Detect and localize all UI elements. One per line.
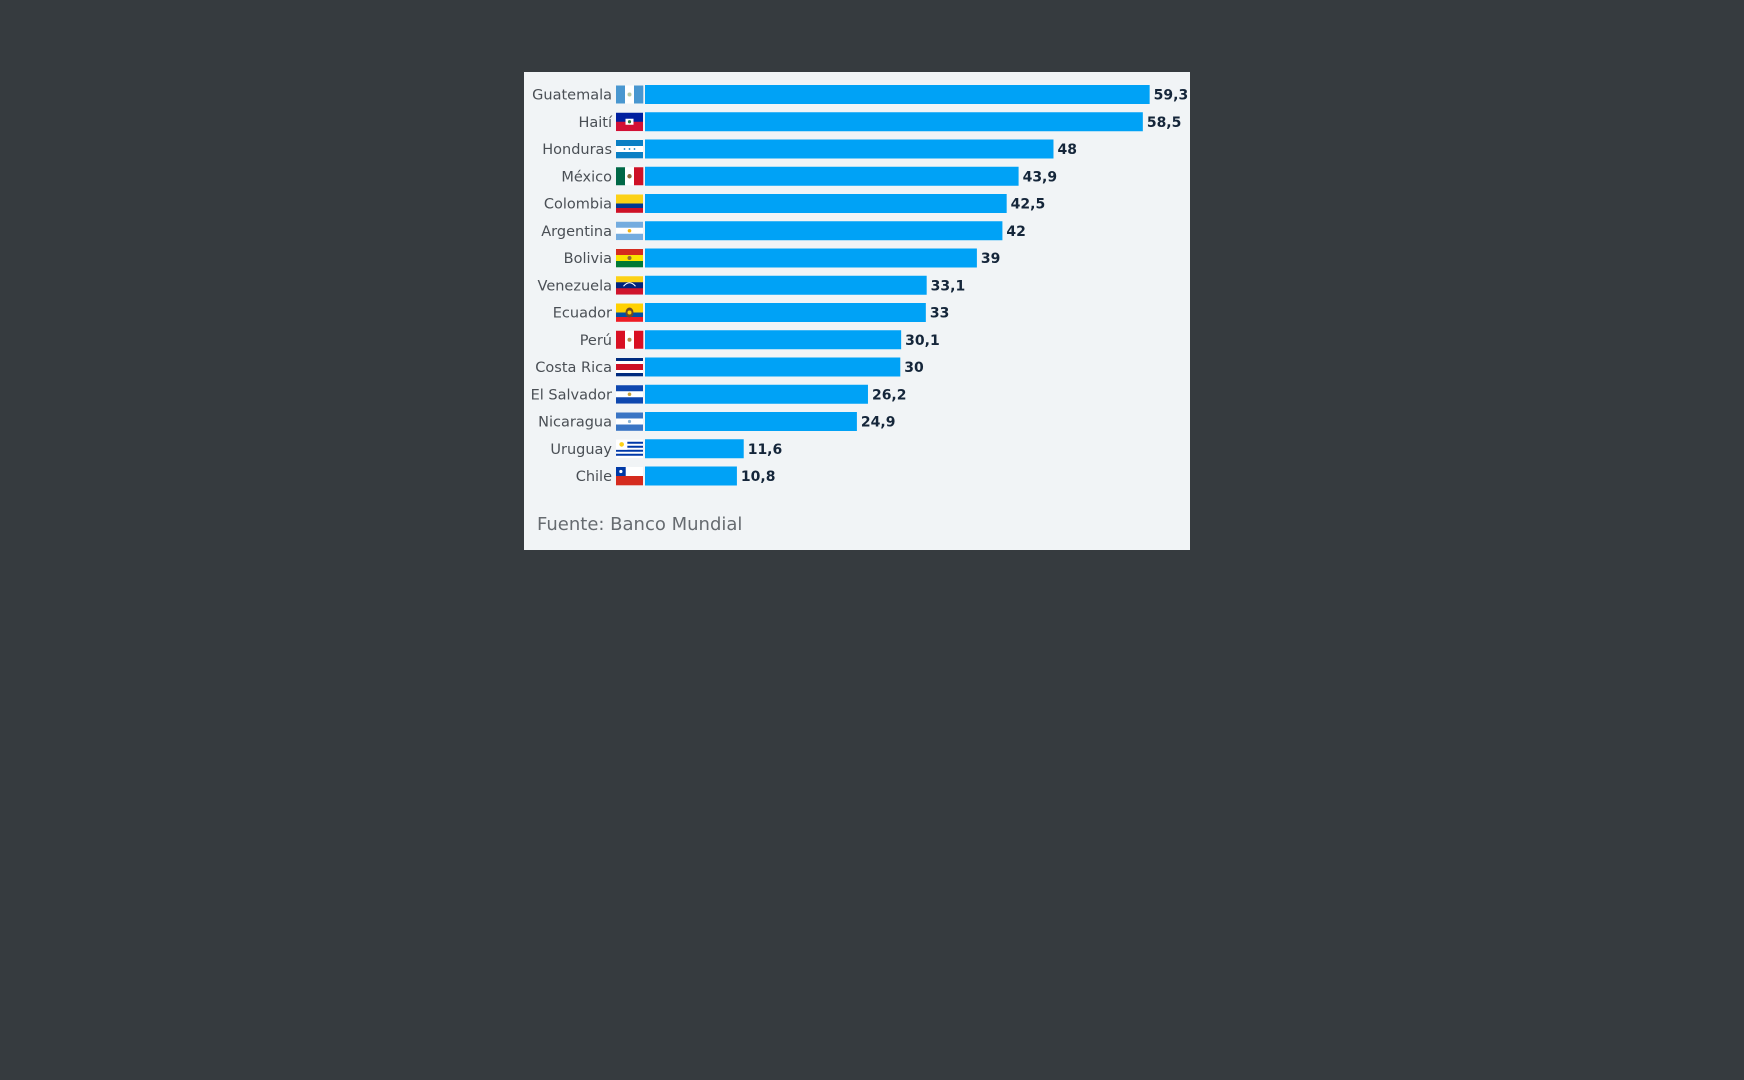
value-label-venezuela: 33,1 — [931, 278, 966, 294]
bar-ecuador — [645, 303, 926, 322]
category-label-guatemala: Guatemala — [532, 88, 612, 104]
venezuela-flag-icon — [616, 276, 643, 295]
bar-colombia — [645, 194, 1007, 213]
value-label-bolivia: 39 — [981, 251, 1000, 267]
bar-el-salvador — [645, 384, 868, 404]
peru-flag-icon — [616, 330, 644, 349]
bar-costa-rica — [645, 357, 901, 377]
category-label-mexico: México — [561, 169, 612, 185]
category-label-chile: Chile — [576, 469, 612, 485]
bar-bolivia — [645, 248, 977, 268]
haiti-flag-icon — [616, 112, 643, 132]
chile-flag-icon — [616, 467, 643, 486]
colombia-flag-icon — [616, 194, 643, 213]
el-salvador-flag-icon — [616, 385, 643, 404]
source-note: Fuente: Banco Mundial — [537, 514, 743, 535]
bar-mexico — [645, 166, 1019, 186]
category-label-costa-rica: Costa Rica — [535, 360, 612, 376]
value-label-ecuador: 33 — [930, 306, 949, 322]
category-label-venezuela: Venezuela — [538, 278, 612, 294]
value-label-peru: 30,1 — [905, 333, 940, 349]
bar-uruguay — [645, 439, 744, 459]
bar-honduras — [645, 139, 1054, 159]
value-label-honduras: 48 — [1057, 142, 1076, 158]
honduras-flag-icon — [616, 140, 643, 159]
category-label-nicaragua: Nicaragua — [538, 415, 612, 431]
bar-nicaragua — [645, 412, 857, 431]
value-label-nicaragua: 24,9 — [861, 415, 896, 431]
bar-guatemala — [645, 85, 1150, 104]
value-label-el-salvador: 26,2 — [872, 387, 907, 403]
value-label-argentina: 42 — [1006, 224, 1025, 240]
bar-chile — [645, 466, 737, 486]
costa-rica-flag-icon — [616, 358, 643, 377]
value-label-uruguay: 11,6 — [748, 442, 783, 458]
mexico-flag-icon — [616, 167, 644, 186]
value-label-chile: 10,8 — [741, 469, 776, 485]
value-label-colombia: 42,5 — [1011, 197, 1046, 213]
guatemala-flag-icon — [616, 85, 644, 104]
nicaragua-flag-icon — [616, 412, 643, 431]
category-label-peru: Perú — [580, 333, 612, 349]
bar-haiti — [645, 112, 1143, 132]
category-label-bolivia: Bolivia — [564, 251, 612, 267]
bar-peru — [645, 330, 902, 350]
value-label-mexico: 43,9 — [1023, 169, 1058, 185]
category-label-uruguay: Uruguay — [550, 442, 612, 458]
bar-chart: Guatemala 59,3 Haití 58,5 Honduras 48 México 43… — [531, 85, 1189, 486]
category-label-haiti: Haití — [578, 115, 613, 131]
ecuador-flag-icon — [616, 303, 643, 322]
category-label-ecuador: Ecuador — [553, 306, 612, 322]
chart-card: Guatemala 59,3 Haití 58,5 Honduras 48 México 43… — [524, 72, 1190, 550]
uruguay-flag-icon — [616, 439, 643, 459]
value-label-guatemala: 59,3 — [1154, 88, 1189, 104]
value-label-haiti: 58,5 — [1147, 115, 1182, 131]
category-label-honduras: Honduras — [542, 142, 612, 158]
category-label-colombia: Colombia — [544, 197, 612, 213]
bar-argentina — [645, 221, 1003, 241]
argentina-flag-icon — [616, 221, 643, 241]
bar-venezuela — [645, 275, 927, 295]
bolivia-flag-icon — [616, 249, 643, 268]
category-label-el-salvador: El Salvador — [531, 387, 612, 403]
category-label-argentina: Argentina — [541, 224, 612, 240]
value-label-costa-rica: 30 — [904, 360, 924, 376]
